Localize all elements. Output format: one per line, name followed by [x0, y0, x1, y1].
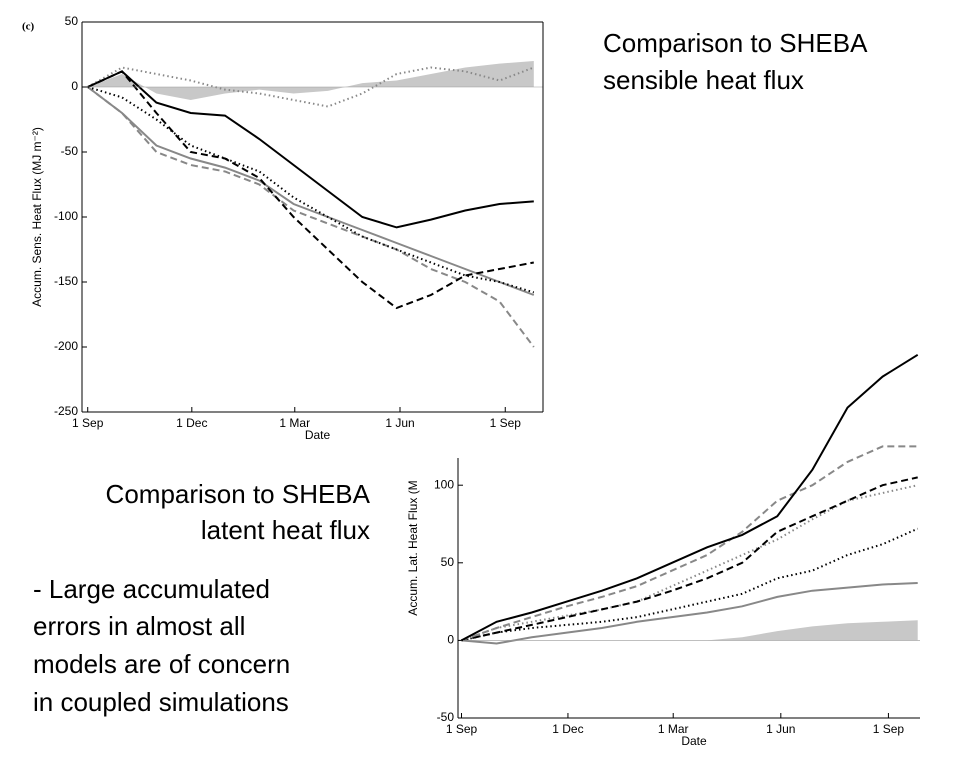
- bullet: errors in almost all: [33, 611, 245, 641]
- y-tick-label: -250: [54, 404, 78, 418]
- area: [461, 620, 918, 641]
- bullet: - Large accumulated: [33, 574, 270, 604]
- x-tick-label: 1 Sep: [446, 722, 478, 736]
- x-tick-label: 1 Sep: [873, 722, 905, 736]
- line: [461, 445, 918, 642]
- x-tick-label: 1 Dec: [176, 416, 207, 430]
- y-tick-label: -100: [54, 209, 78, 223]
- x-tick-label: 1 Mar: [279, 416, 310, 430]
- x-tick-label: 1 Sep: [490, 416, 522, 430]
- line: [87, 70, 534, 229]
- y-tick-label: -50: [61, 144, 79, 158]
- line: [87, 86, 535, 348]
- caption: sensible heat flux: [603, 65, 804, 95]
- y-axis-label: Accum. Lat. Heat Flux (M: [406, 480, 420, 615]
- line: [461, 527, 919, 642]
- x-tick-label: 1 Mar: [658, 722, 689, 736]
- y-tick-label: 100: [434, 477, 454, 491]
- bullet: models are of concern: [33, 649, 290, 679]
- line: [87, 86, 535, 296]
- y-tick-label: 0: [71, 79, 78, 93]
- x-tick-label: 1 Dec: [552, 722, 583, 736]
- line: [87, 86, 535, 294]
- bullet: in coupled simulations: [33, 687, 289, 717]
- x-axis-label: Date: [305, 428, 331, 442]
- y-tick-label: -150: [54, 274, 78, 288]
- y-tick-label: 50: [65, 14, 79, 28]
- line: [461, 582, 918, 645]
- y-axis-label: Accum. Sens. Heat Flux (MJ m⁻²): [30, 127, 44, 307]
- y-tick-label: -200: [54, 339, 78, 353]
- x-tick-label: 1 Jun: [385, 416, 414, 430]
- y-tick-label: 0: [447, 633, 454, 647]
- caption: latent heat flux: [201, 515, 370, 545]
- chart-background: [378, 330, 935, 760]
- caption: Comparison to SHEBA: [106, 479, 371, 509]
- y-tick-label: 50: [441, 555, 455, 569]
- line: [461, 476, 918, 642]
- line: [461, 353, 919, 642]
- line: [87, 70, 534, 310]
- area: [87, 61, 534, 100]
- y-tick-label: -50: [437, 710, 455, 724]
- x-axis-label: Date: [681, 734, 707, 748]
- x-tick-label: 1 Sep: [72, 416, 104, 430]
- x-tick-label: 1 Jun: [766, 722, 795, 736]
- caption: Comparison to SHEBA: [603, 28, 868, 58]
- panel-label: (c): [22, 21, 35, 33]
